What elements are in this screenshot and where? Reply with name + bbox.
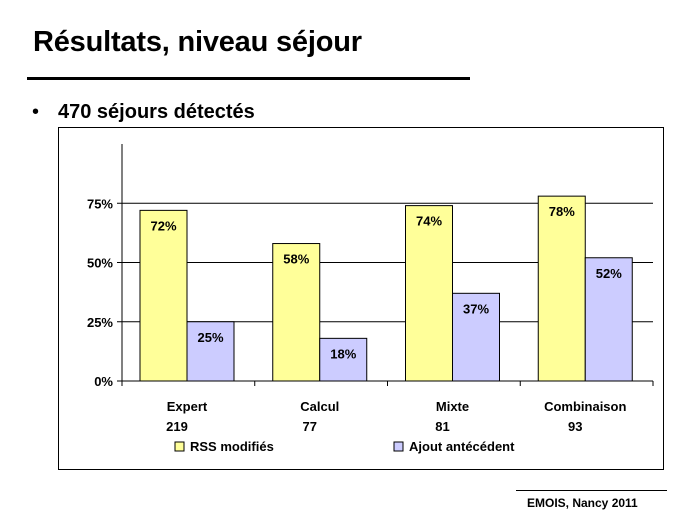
x-tick-label: Combinaison <box>544 399 626 414</box>
data-label: 78% <box>549 204 575 219</box>
bar <box>405 205 453 382</box>
legend-swatch <box>393 441 404 452</box>
bar <box>537 195 586 382</box>
data-label: 72% <box>150 218 176 233</box>
bar <box>139 209 188 382</box>
bar <box>452 292 500 382</box>
y-tick-label: 25% <box>87 315 113 330</box>
x-tick-label: Calcul <box>300 399 339 414</box>
category-count: 219 <box>166 419 188 434</box>
y-tick-label: 75% <box>87 196 113 211</box>
bullet-marker: • <box>32 101 40 123</box>
title-underline <box>27 77 470 80</box>
data-label: 52% <box>596 266 622 281</box>
footer-rule <box>516 490 667 491</box>
x-tick-label: Expert <box>167 399 208 414</box>
x-tick-label: Mixte <box>436 399 469 414</box>
chart-frame: 0% 25% 50% 75% 72% 25% 58% 18% 74% 37% 78% 52% Exper… <box>58 127 664 470</box>
bullet-text: 470 séjours détectés <box>58 101 255 123</box>
category-count: 81 <box>435 419 449 434</box>
category-count: 93 <box>568 419 582 434</box>
legend-label: RSS modifiés <box>190 439 274 454</box>
legend-label: Ajout antécédent <box>409 439 515 454</box>
footer-text: EMOIS, Nancy 2011 <box>527 496 638 510</box>
bar-chart: 0% 25% 50% 75% 72% 25% 58% 18% 74% 37% 78% 52% Exper… <box>87 144 654 454</box>
data-label: 58% <box>283 252 309 267</box>
data-label: 25% <box>197 330 223 345</box>
data-label: 74% <box>416 214 442 229</box>
data-label: 18% <box>330 346 356 361</box>
bar <box>319 337 368 382</box>
y-tick-label: 0% <box>94 374 113 389</box>
y-tick-label: 50% <box>87 256 113 271</box>
data-label: 37% <box>463 301 489 316</box>
slide-title: Résultats, niveau séjour <box>33 26 362 58</box>
bar <box>584 257 633 382</box>
category-count: 77 <box>303 419 317 434</box>
legend-swatch <box>174 441 185 452</box>
bullet-item: • 470 séjours détectés <box>32 101 255 124</box>
bar <box>272 243 321 382</box>
